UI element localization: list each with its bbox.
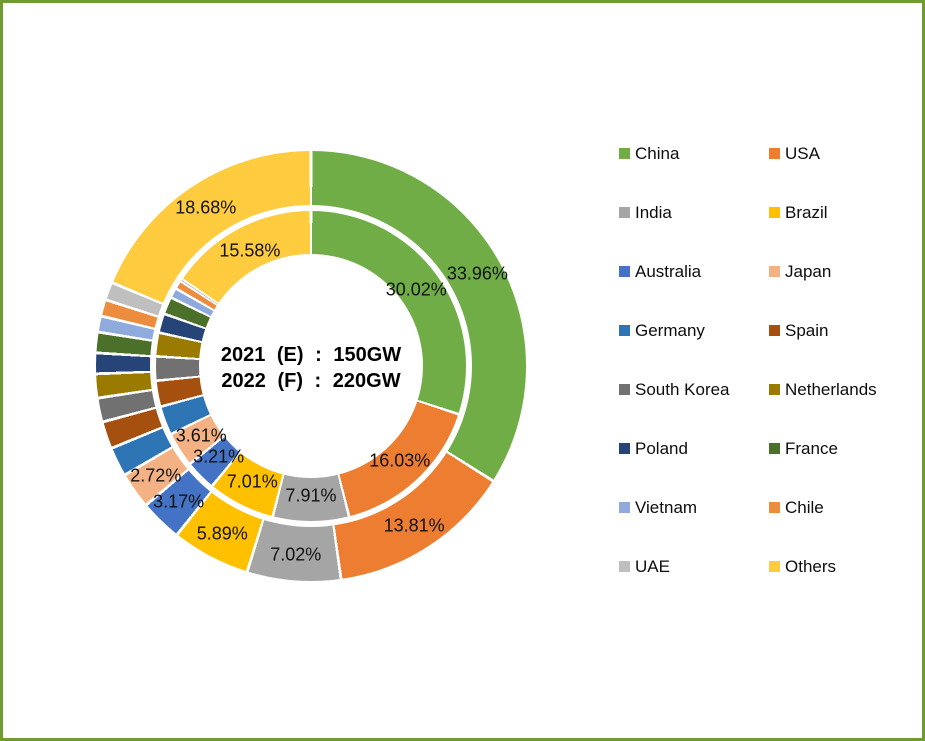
legend-swatch-icon	[769, 384, 780, 395]
center-text-2022: 2022 (F) : 220GW	[221, 370, 401, 392]
legend-item-australia: Australia	[619, 262, 769, 282]
donut-chart: 2021 (E) : 150GW 2022 (F) : 220GW 30.02%…	[96, 151, 526, 581]
pct-label-inner-brazil: 7.01%	[226, 471, 278, 492]
legend-label: USA	[785, 143, 820, 163]
legend-swatch-icon	[769, 207, 780, 218]
legend-swatch-icon	[619, 502, 630, 513]
legend-swatch-icon	[769, 266, 780, 277]
pct-label-inner-china: 30.02%	[385, 279, 447, 300]
legend-item-chile: Chile	[769, 498, 877, 518]
legend-label: Australia	[635, 261, 702, 281]
center-text-2021: 2021 (E) : 150GW	[220, 344, 402, 366]
legend-item-china: China	[619, 144, 769, 164]
legend-item-netherlands: Netherlands	[769, 380, 877, 400]
legend-label: UAE	[635, 556, 670, 576]
legend-item-usa: USA	[769, 144, 877, 164]
legend-label: China	[635, 143, 680, 163]
legend-swatch-icon	[619, 266, 630, 277]
legend-swatch-icon	[619, 443, 630, 454]
pct-label-outer-usa: 13.81%	[383, 515, 445, 536]
legend-swatch-icon	[619, 207, 630, 218]
legend-swatch-icon	[769, 561, 780, 572]
donut-center: 2021 (E) : 150GW 2022 (F) : 220GW	[199, 254, 423, 478]
legend-label: Poland	[635, 438, 688, 458]
legend-item-poland: Poland	[619, 439, 769, 459]
legend-label: South Korea	[635, 379, 730, 399]
legend-label: Chile	[785, 497, 824, 517]
legend-item-india: India	[619, 203, 769, 223]
pct-label-outer-brazil: 5.89%	[196, 523, 248, 544]
legend-item-france: France	[769, 439, 877, 459]
pct-label-outer-australia: 3.17%	[153, 491, 205, 512]
legend-label: Netherlands	[785, 379, 877, 399]
pct-label-inner-usa: 16.03%	[369, 450, 431, 471]
legend-item-germany: Germany	[619, 321, 769, 341]
legend-label: Brazil	[785, 202, 828, 222]
legend-label: Others	[785, 556, 837, 576]
legend-item-others: Others	[769, 557, 877, 577]
legend-item-south-korea: South Korea	[619, 380, 769, 400]
legend-swatch-icon	[619, 325, 630, 336]
legend-swatch-icon	[619, 384, 630, 395]
pct-label-outer-japan: 2.72%	[130, 465, 182, 486]
pct-label-inner-australia: 3.21%	[193, 446, 245, 467]
legend-item-vietnam: Vietnam	[619, 498, 769, 518]
legend-item-brazil: Brazil	[769, 203, 877, 223]
legend-swatch-icon	[769, 443, 780, 454]
legend-item-japan: Japan	[769, 262, 877, 282]
legend-swatch-icon	[619, 148, 630, 159]
legend-label: France	[785, 438, 838, 458]
pct-label-inner-others: 15.58%	[219, 240, 281, 261]
legend-label: Spain	[785, 320, 829, 340]
legend-swatch-icon	[769, 325, 780, 336]
legend-item-uae: UAE	[619, 557, 769, 577]
legend: China USA India Brazil Australia Japan Germany…	[619, 124, 877, 596]
pct-label-inner-japan: 3.61%	[175, 425, 227, 446]
legend-swatch-icon	[769, 502, 780, 513]
pct-label-outer-india: 7.02%	[270, 544, 322, 565]
legend-label: India	[635, 202, 672, 222]
pct-label-outer-china: 33.96%	[446, 263, 508, 284]
pct-label-inner-india: 7.91%	[285, 485, 337, 506]
pct-label-outer-others: 18.68%	[175, 197, 237, 218]
legend-label: Germany	[635, 320, 705, 340]
legend-swatch-icon	[619, 561, 630, 572]
legend-item-spain: Spain	[769, 321, 877, 341]
legend-label: Japan	[785, 261, 832, 281]
legend-label: Vietnam	[635, 497, 698, 517]
legend-swatch-icon	[769, 148, 780, 159]
